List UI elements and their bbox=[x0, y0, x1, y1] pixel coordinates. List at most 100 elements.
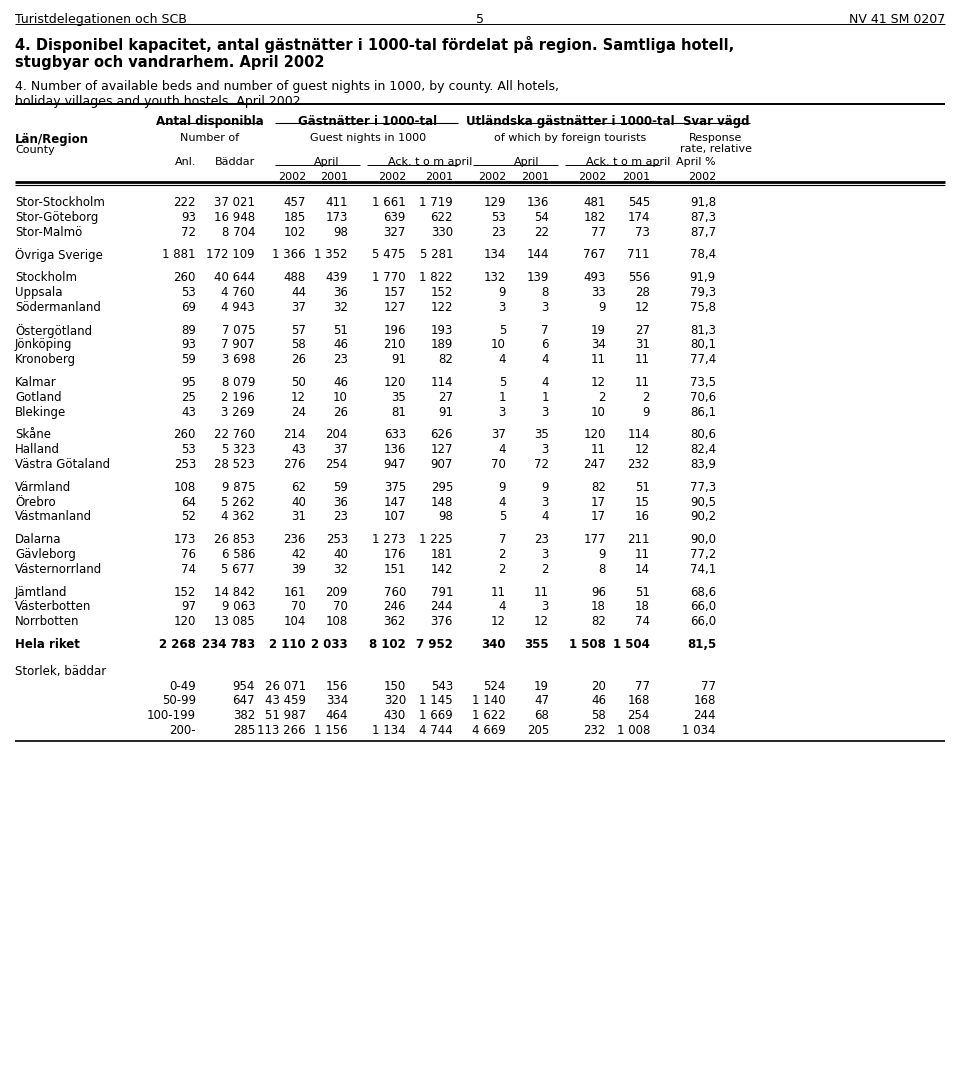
Text: 66,0: 66,0 bbox=[690, 615, 716, 628]
Text: 209: 209 bbox=[325, 586, 348, 599]
Text: 74,1: 74,1 bbox=[689, 563, 716, 576]
Text: 185: 185 bbox=[284, 210, 306, 224]
Text: 4 669: 4 669 bbox=[472, 724, 506, 737]
Text: 2002: 2002 bbox=[578, 172, 606, 182]
Text: 77,3: 77,3 bbox=[690, 481, 716, 494]
Text: 2002: 2002 bbox=[277, 172, 306, 182]
Text: 760: 760 bbox=[384, 586, 406, 599]
Text: 51: 51 bbox=[636, 481, 650, 494]
Text: 1 770: 1 770 bbox=[372, 271, 406, 284]
Text: 767: 767 bbox=[584, 249, 606, 262]
Text: Dalarna: Dalarna bbox=[15, 533, 61, 546]
Text: 5 475: 5 475 bbox=[372, 249, 406, 262]
Text: Södermanland: Södermanland bbox=[15, 300, 101, 313]
Text: 82: 82 bbox=[438, 353, 453, 366]
Text: 4: 4 bbox=[541, 353, 549, 366]
Text: 9: 9 bbox=[598, 548, 606, 561]
Text: 12: 12 bbox=[635, 300, 650, 313]
Text: 2: 2 bbox=[541, 563, 549, 576]
Text: 954: 954 bbox=[232, 679, 255, 692]
Text: 11: 11 bbox=[491, 586, 506, 599]
Text: 947: 947 bbox=[383, 458, 406, 471]
Text: 151: 151 bbox=[384, 563, 406, 576]
Text: 254: 254 bbox=[325, 458, 348, 471]
Text: 13 085: 13 085 bbox=[214, 615, 255, 628]
Text: Stockholm: Stockholm bbox=[15, 271, 77, 284]
Text: 8: 8 bbox=[599, 563, 606, 576]
Text: Västernorrland: Västernorrland bbox=[15, 563, 103, 576]
Text: 2: 2 bbox=[498, 548, 506, 561]
Text: Kronoberg: Kronoberg bbox=[15, 353, 76, 366]
Text: 3: 3 bbox=[541, 548, 549, 561]
Text: 327: 327 bbox=[384, 225, 406, 238]
Text: 7 952: 7 952 bbox=[416, 638, 453, 651]
Text: 73: 73 bbox=[636, 225, 650, 238]
Text: 150: 150 bbox=[384, 679, 406, 692]
Text: 51 987: 51 987 bbox=[265, 709, 306, 722]
Text: 1 622: 1 622 bbox=[472, 709, 506, 722]
Text: 37: 37 bbox=[333, 443, 348, 456]
Text: 168: 168 bbox=[628, 694, 650, 707]
Text: 51: 51 bbox=[636, 586, 650, 599]
Text: 32: 32 bbox=[333, 563, 348, 576]
Text: 161: 161 bbox=[283, 586, 306, 599]
Text: 87,3: 87,3 bbox=[690, 210, 716, 224]
Text: 2002: 2002 bbox=[377, 172, 406, 182]
Text: April: April bbox=[515, 157, 540, 167]
Text: 8 079: 8 079 bbox=[222, 376, 255, 389]
Text: Response: Response bbox=[689, 133, 743, 143]
Text: 28: 28 bbox=[636, 286, 650, 299]
Text: 355: 355 bbox=[524, 638, 549, 651]
Text: 545: 545 bbox=[628, 196, 650, 209]
Text: 74: 74 bbox=[635, 615, 650, 628]
Text: 247: 247 bbox=[584, 458, 606, 471]
Text: 639: 639 bbox=[384, 210, 406, 224]
Text: 53: 53 bbox=[492, 210, 506, 224]
Text: 91: 91 bbox=[438, 406, 453, 418]
Text: Jämtland: Jämtland bbox=[15, 586, 67, 599]
Text: 2 033: 2 033 bbox=[311, 638, 348, 651]
Text: 1 661: 1 661 bbox=[372, 196, 406, 209]
Text: 43: 43 bbox=[291, 443, 306, 456]
Text: 120: 120 bbox=[584, 428, 606, 441]
Text: 4: 4 bbox=[541, 376, 549, 389]
Text: 26 853: 26 853 bbox=[214, 533, 255, 546]
Text: 90,0: 90,0 bbox=[690, 533, 716, 546]
Text: 82: 82 bbox=[591, 615, 606, 628]
Text: 81: 81 bbox=[391, 406, 406, 418]
Text: 134: 134 bbox=[484, 249, 506, 262]
Text: Svar vägd: Svar vägd bbox=[683, 115, 749, 128]
Text: Västerbotten: Västerbotten bbox=[15, 601, 91, 614]
Text: 276: 276 bbox=[283, 458, 306, 471]
Text: 27: 27 bbox=[635, 324, 650, 337]
Text: 205: 205 bbox=[527, 724, 549, 737]
Text: 2 196: 2 196 bbox=[221, 391, 255, 403]
Text: 12: 12 bbox=[635, 443, 650, 456]
Text: 210: 210 bbox=[384, 338, 406, 351]
Text: 108: 108 bbox=[325, 615, 348, 628]
Text: 481: 481 bbox=[584, 196, 606, 209]
Text: of which by foreign tourists: of which by foreign tourists bbox=[493, 133, 646, 143]
Text: 18: 18 bbox=[591, 601, 606, 614]
Text: 12: 12 bbox=[591, 376, 606, 389]
Text: 79,3: 79,3 bbox=[690, 286, 716, 299]
Text: 1: 1 bbox=[541, 391, 549, 403]
Text: Gävleborg: Gävleborg bbox=[15, 548, 76, 561]
Text: 5 677: 5 677 bbox=[222, 563, 255, 576]
Text: 77: 77 bbox=[701, 679, 716, 692]
Text: 376: 376 bbox=[431, 615, 453, 628]
Text: 104: 104 bbox=[283, 615, 306, 628]
Text: 42: 42 bbox=[291, 548, 306, 561]
Text: 46: 46 bbox=[591, 694, 606, 707]
Text: 7 907: 7 907 bbox=[222, 338, 255, 351]
Text: Blekinge: Blekinge bbox=[15, 406, 66, 418]
Text: 36: 36 bbox=[333, 286, 348, 299]
Text: 35: 35 bbox=[535, 428, 549, 441]
Text: 4: 4 bbox=[498, 353, 506, 366]
Text: 1 225: 1 225 bbox=[420, 533, 453, 546]
Text: Bäddar: Bäddar bbox=[215, 157, 255, 167]
Text: 78,4: 78,4 bbox=[690, 249, 716, 262]
Text: 26: 26 bbox=[291, 353, 306, 366]
Text: 168: 168 bbox=[694, 694, 716, 707]
Text: 98: 98 bbox=[438, 511, 453, 524]
